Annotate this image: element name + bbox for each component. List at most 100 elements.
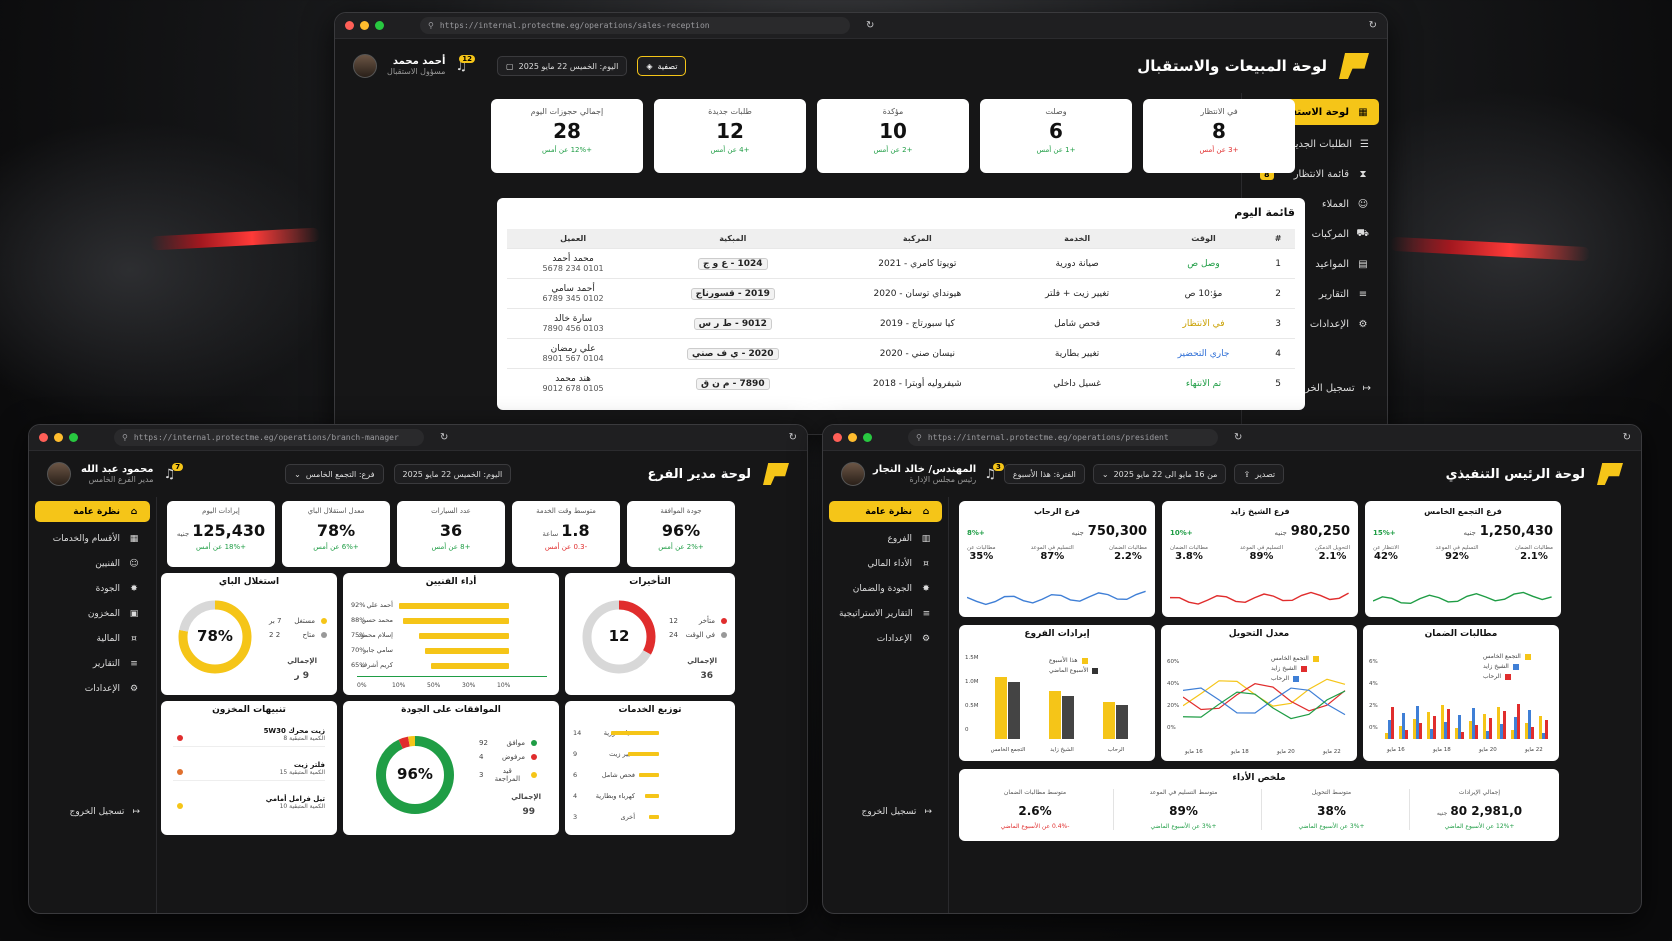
sidebar-item-1[interactable]: ▦ الأقسام والخدمات <box>35 528 150 549</box>
reload-icon[interactable]: ↻ <box>866 20 875 31</box>
axis-tick: 50% <box>427 682 441 689</box>
legend-value: 12 <box>669 617 678 625</box>
date-selector[interactable]: اليوم: الخميس 22 مايو 2025 ▢ <box>497 56 628 76</box>
url-bar[interactable]: ⚲ https://internal.protectme.eg/operation… <box>114 429 424 446</box>
sidebar-item-3[interactable]: ☺ العملاء <box>1250 191 1379 217</box>
export-button[interactable]: تصدير ⇪ <box>1234 464 1285 484</box>
legend-item: الشيخ زايد <box>1271 665 1307 672</box>
sidebar-item-7[interactable]: ⚙ الإعدادات <box>35 678 150 699</box>
bell-icon[interactable]: ♫ 12 <box>455 54 476 74</box>
stat-label: وصلت <box>1045 107 1067 116</box>
reload-icon[interactable]: ↻ <box>1368 20 1377 31</box>
sidebar-item-4[interactable]: ≡ التقارير الاستراتيجية <box>829 603 942 624</box>
avatar[interactable] <box>47 462 71 486</box>
close-dot[interactable] <box>345 21 354 30</box>
service-count: 3 <box>573 813 578 821</box>
sidebar-item-label: لوحة الاستقبال <box>1273 106 1349 118</box>
user-role: مسؤول الاستقبال <box>387 67 446 76</box>
sidebar-item-4[interactable]: ▣ المخزون <box>35 603 150 624</box>
sidebar-item-6[interactable]: ≡ التقارير <box>1250 281 1379 307</box>
sidebar-item-3[interactable]: ✸ الجودة والضمان <box>829 578 942 599</box>
logout-button[interactable]: ↦ تسجيل الخروج <box>862 807 932 817</box>
maximize-dot[interactable] <box>375 21 384 30</box>
legend-swatch <box>721 632 727 638</box>
minimize-dot[interactable] <box>360 21 369 30</box>
sidebar-item-0[interactable]: ⌂ نظرة عامة <box>35 501 150 522</box>
license-plate: 9012 - ط ر س <box>693 317 772 330</box>
table-row[interactable]: 4 جاري التحضير تغيير بطارية نيسان صني - 202… <box>507 338 1295 369</box>
bell-icon[interactable]: ♫ 7 <box>164 462 184 482</box>
sidebar-item-2[interactable]: ⧗ قائمة الانتظار 8 <box>1250 161 1379 187</box>
branch-card[interactable]: فرع التجمع الخامس 1,250,430 جنيه +15% مطالبا… <box>1365 501 1561 617</box>
minimize-dot[interactable] <box>848 433 857 442</box>
sidebar: ▦ لوحة الاستقبال ☰ الطلبات الجديدة 12 ⧗ قائمة … <box>1241 93 1387 434</box>
avatar[interactable] <box>353 54 377 78</box>
metric-value: 35% <box>969 551 994 562</box>
tech-bar <box>425 648 509 654</box>
close-dot[interactable] <box>833 433 842 442</box>
x-tick: 16 مايو <box>1387 747 1405 753</box>
avatar[interactable] <box>841 462 865 486</box>
legend-item: مرفوض 4 <box>479 753 537 761</box>
service-bar <box>645 794 659 798</box>
branch-card[interactable]: فرع الرحاب 750,300 جنيه +8% مطالبات الضمان 2.… <box>959 501 1155 617</box>
reload-icon[interactable]: ↻ <box>1234 432 1243 443</box>
reload-icon[interactable]: ↻ <box>440 432 449 443</box>
bell-icon[interactable]: ♫ 3 <box>984 462 1004 482</box>
warranty-bar <box>1441 705 1444 739</box>
sidebar-item-7[interactable]: ⚙ الإعدادات <box>1250 311 1379 337</box>
kpi-delta: -0.3 عن أمس <box>544 543 588 551</box>
branch-selector[interactable]: فرع: التجمع الخامس ⌄ <box>285 464 384 484</box>
warranty-bar <box>1458 715 1461 739</box>
logout-button[interactable]: ↦ تسجيل الخروج <box>70 807 140 817</box>
total-value: 99 <box>522 807 535 817</box>
filter-button[interactable]: تصفية ◈ <box>637 56 687 76</box>
url-bar[interactable]: ⚲ https://internal.protectme.eg/operation… <box>420 17 850 34</box>
table-row[interactable]: 5 تم الانتهاء غسيل داخلي شيفروليه أوبترا - … <box>507 368 1295 399</box>
stock-alert[interactable]: زيت محرك 5W30 الكمية المتبقية 8 <box>173 727 325 747</box>
column-header: المبكية <box>639 229 827 249</box>
period-selector[interactable]: الفترة: هذا الأسبوع <box>1003 464 1085 484</box>
sidebar-item-2[interactable]: ¤ الأداء المالي <box>829 553 942 574</box>
reload-icon[interactable]: ↻ <box>788 432 797 443</box>
logout-icon: ↦ <box>924 807 932 817</box>
stock-alert[interactable]: فلتر زيت الكمية المتبقية 15 <box>173 761 325 781</box>
legend-label: موافق <box>506 739 526 747</box>
branch-name: فرع الشيخ زايد <box>1230 507 1290 516</box>
url-bar[interactable]: ⚲ https://internal.protectme.eg/operation… <box>908 429 1218 446</box>
sidebar-item-6[interactable]: ≡ التقارير <box>35 653 150 674</box>
maximize-dot[interactable] <box>69 433 78 442</box>
sidebar-item-5[interactable]: ▤ المواعيد <box>1250 251 1379 277</box>
stock-alert[interactable]: تيل فرامل أمامي الكمية المتبقية 10 <box>173 795 325 814</box>
close-dot[interactable] <box>39 433 48 442</box>
logout-button[interactable]: ↦ تسجيل الخروج <box>1294 383 1371 394</box>
date-selector[interactable]: اليوم: الخميس 22 مايو 2025 <box>393 464 512 484</box>
table-row[interactable]: 3 في الانتظار فحص شامل كيا سبورتاج - 2019 90… <box>507 308 1295 339</box>
legend-item: موافق 92 <box>479 739 537 747</box>
table-row[interactable]: 1 وصل ص صيانة دورية تويوتا كامري - 2021 1024… <box>507 248 1295 279</box>
sidebar-item-0[interactable]: ⌂ نظرة عامة <box>829 501 942 522</box>
alert-dot <box>177 803 183 809</box>
table-row[interactable]: 2 مؤ:10 ص تغيير زيت + فلتر هيونداي توسان - … <box>507 278 1295 309</box>
summary-label: متوسط مطالبات الضمان <box>1003 789 1067 796</box>
bar-last-week <box>1062 695 1074 739</box>
minimize-dot[interactable] <box>54 433 63 442</box>
legend-value: 3 <box>479 771 484 779</box>
sidebar-item-4[interactable]: ⛟ المركبات <box>1250 221 1379 247</box>
sidebar-item-5[interactable]: ⚙ الإعدادات <box>829 628 942 649</box>
legend-swatch <box>1081 657 1088 664</box>
sidebar-item-3[interactable]: ✸ الجودة <box>35 578 150 599</box>
stat-value: 28 <box>553 119 581 143</box>
range-selector[interactable]: من 16 مايو الى 22 مايو 2025 ⌄ <box>1092 464 1227 484</box>
reload-icon[interactable]: ↻ <box>1622 432 1631 443</box>
sidebar-item-1[interactable]: ▥ الفروع <box>829 528 942 549</box>
branch-card[interactable]: فرع الشيخ زايد 980,250 جنيه +10% التحويل الد… <box>1162 501 1358 617</box>
sidebar-item-2[interactable]: ☺ الفنيين <box>35 553 150 574</box>
x-tick: الرحاب <box>1107 747 1125 753</box>
sidebar-item-5[interactable]: ¤ المالية <box>35 628 150 649</box>
maximize-dot[interactable] <box>863 433 872 442</box>
sidebar-item-label: المخزون <box>87 608 120 619</box>
stock-alerts-panel: تنبيهات المخزون زيت محرك 5W30 الكمية المتب… <box>161 701 337 835</box>
donut-chart <box>376 736 454 814</box>
row-vehicle: تويوتا كامري - 2021 <box>826 248 1009 279</box>
